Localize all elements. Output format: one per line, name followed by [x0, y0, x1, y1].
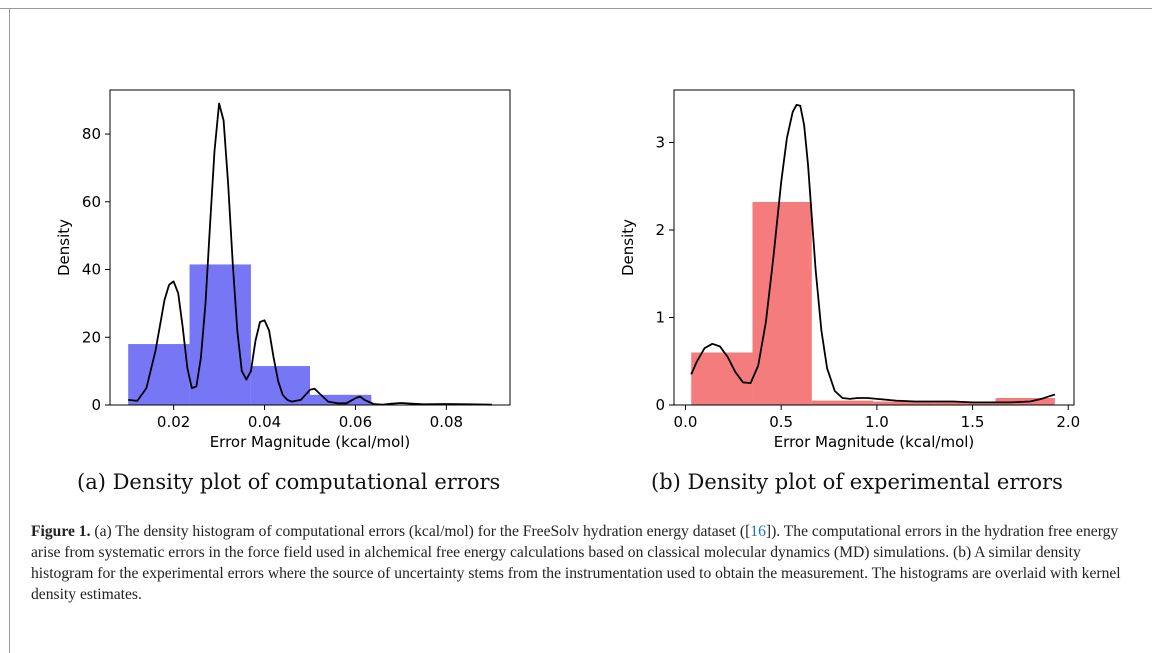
x-tick-label: 0.04	[248, 413, 281, 431]
x-tick-label: 0.06	[339, 413, 372, 431]
histogram-bar	[691, 352, 753, 405]
citation-link[interactable]: 16	[750, 523, 766, 540]
y-tick-label: 0	[91, 396, 101, 414]
x-tick-label: 0.0	[674, 413, 698, 431]
x-tick-label: 0.5	[769, 413, 793, 431]
y-axis-label: Density	[619, 219, 637, 276]
histogram-bar	[128, 344, 190, 405]
caption-text-1: (a) The density histogram of computation…	[90, 523, 751, 540]
caption-text-2: ]). The computational errors in the hydr…	[31, 523, 1121, 603]
y-tick-label: 40	[82, 261, 101, 279]
y-axis-label: Density	[55, 219, 73, 276]
histogram-bar	[873, 401, 935, 405]
kde-line	[690, 103, 1056, 404]
histogram-bar	[310, 394, 372, 405]
x-tick-label: 1.0	[865, 413, 889, 431]
histogram-bar	[752, 202, 812, 405]
x-tick-label: 0.02	[157, 413, 190, 431]
figure-caption: Figure 1. (a) The density histogram of c…	[31, 521, 1121, 605]
histogram-bar	[189, 264, 251, 405]
y-tick-label: 20	[82, 328, 101, 346]
y-tick-label: 80	[82, 125, 101, 143]
subcaption-a: (a) Density plot of computational errors	[77, 470, 501, 494]
y-tick-label: 0	[655, 396, 665, 414]
x-axis-label: Error Magnitude (kcal/mol)	[210, 433, 411, 451]
caption-lead: Figure 1.	[31, 523, 91, 540]
plot-frame	[109, 89, 511, 406]
histogram-bar	[934, 401, 996, 405]
page-left-rule	[9, 8, 10, 653]
x-tick-label: 0.08	[430, 413, 463, 431]
chart-experimental-errors: 0.0 0.5 1.0 1.5 2.0 0 1 2 3 Error Magnitude (kcal…	[619, 89, 1080, 451]
histogram-bar	[811, 400, 874, 405]
kde-line	[128, 102, 492, 406]
x-tick-label: 2.0	[1056, 413, 1080, 431]
page-top-rule	[0, 8, 1152, 9]
y-tick-label: 3	[655, 134, 665, 152]
x-axis-label: Error Magnitude (kcal/mol)	[774, 433, 975, 451]
y-tick-label: 2	[655, 221, 665, 239]
plot-frame	[673, 89, 1075, 406]
chart-computational-errors: 0.02 0.04 0.06 0.08 0 20 40 60 80 Error Magnitude…	[55, 89, 511, 451]
y-tick-label: 1	[655, 309, 665, 327]
x-tick-label: 1.5	[961, 413, 985, 431]
y-tick-label: 60	[82, 193, 101, 211]
subcaption-b: (b) Density plot of experimental errors	[651, 470, 1063, 494]
